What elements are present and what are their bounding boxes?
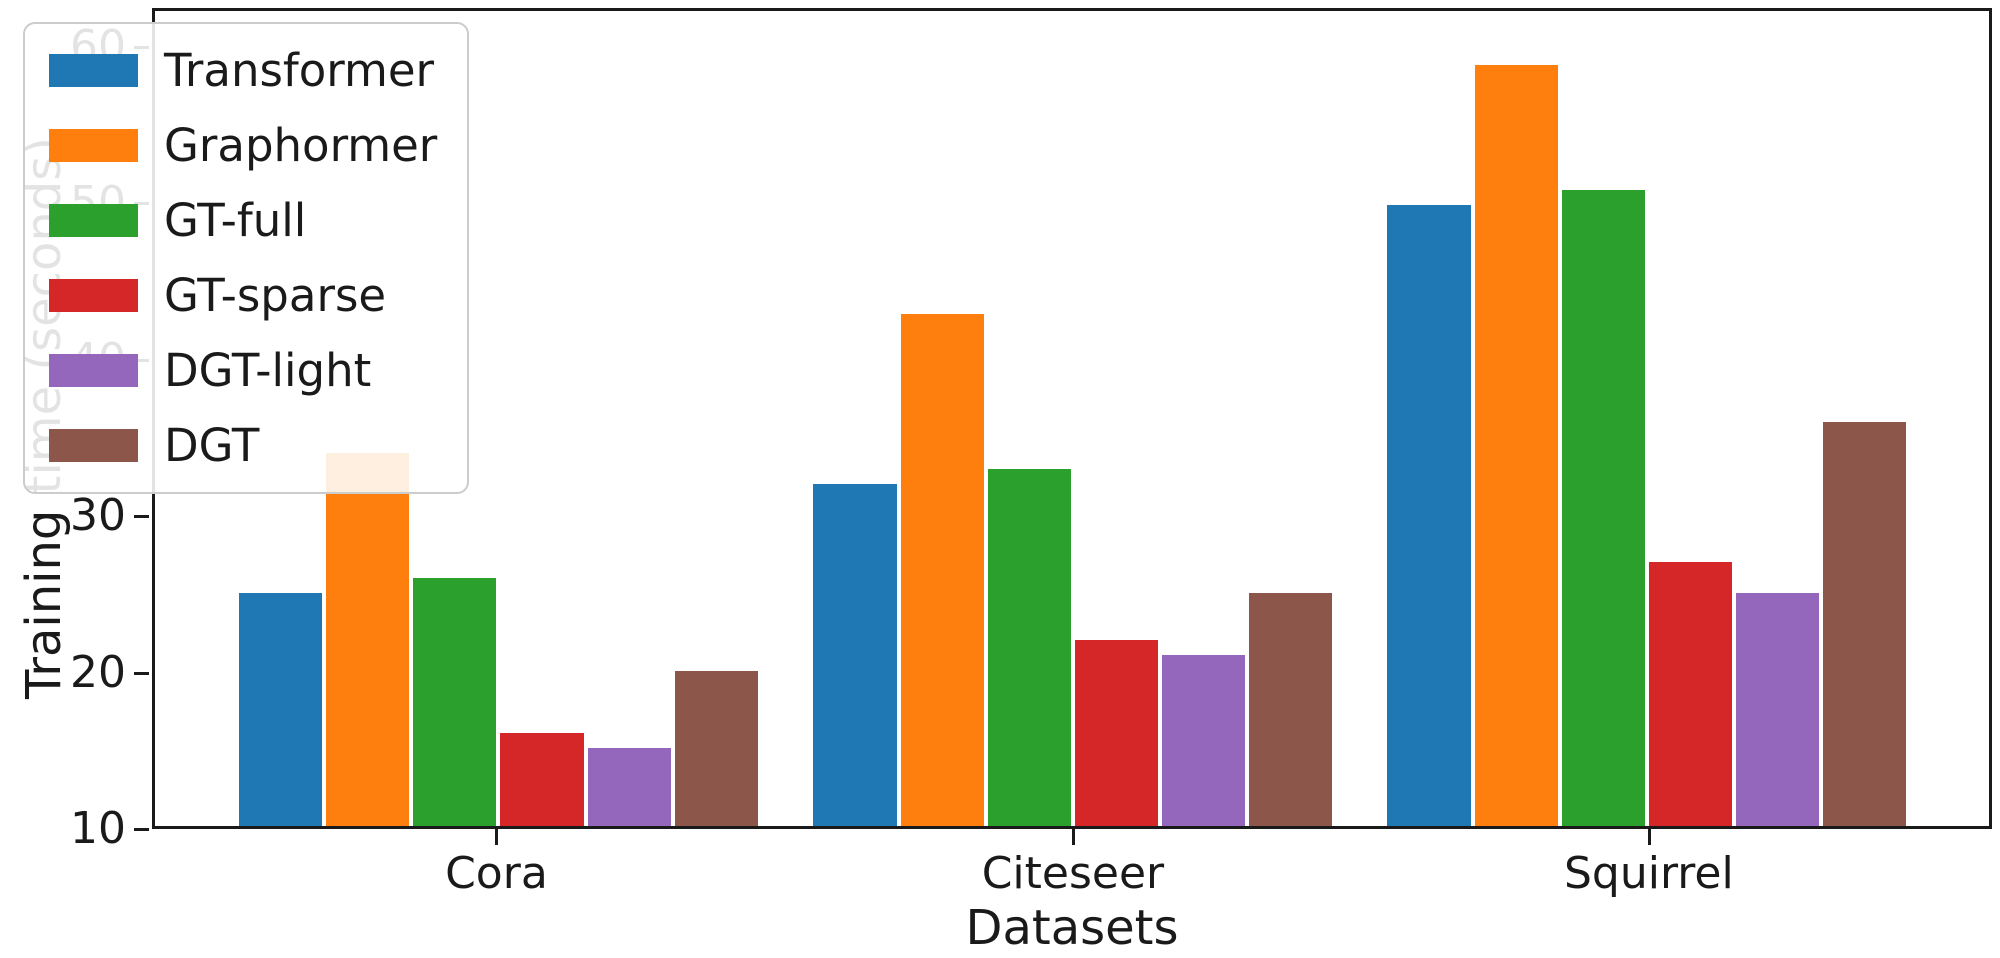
x-tick-mark	[495, 829, 499, 845]
y-tick-label: 20	[70, 646, 126, 698]
bar-graphormer-squirrel	[1474, 65, 1558, 826]
legend-label: Transformer	[164, 44, 435, 97]
bar-dgt-light-cora	[587, 748, 671, 826]
legend-item-graphormer: Graphormer	[49, 123, 437, 168]
bar-group-squirrel	[1387, 11, 1907, 826]
bar-graphormer-cora	[325, 453, 410, 826]
legend-swatch-dgt	[49, 429, 138, 462]
bar-group-citeseer	[813, 11, 1333, 826]
bar-dgt-citeseer	[1249, 593, 1333, 826]
legend-swatch-gt-full	[49, 204, 138, 237]
bar-gt-sparse-citeseer	[1074, 639, 1159, 826]
bar-transformer-squirrel	[1387, 205, 1471, 826]
bar-dgt-cora	[674, 670, 758, 826]
x-tick-label-squirrel: Squirrel	[1563, 848, 1734, 899]
y-tick-mark	[134, 828, 149, 831]
x-tick-label-cora: Cora	[445, 848, 548, 899]
y-tick-mark	[134, 671, 149, 675]
legend-item-dgt-light: DGT-light	[49, 348, 437, 393]
bar-gt-full-cora	[413, 577, 497, 826]
legend-swatch-transformer	[49, 54, 138, 87]
bar-gt-sparse-cora	[500, 732, 584, 826]
bar-graphormer-citeseer	[900, 313, 984, 826]
bar-dgt-squirrel	[1823, 422, 1907, 826]
legend-item-gt-sparse: GT-sparse	[49, 273, 437, 318]
y-tick-mark	[134, 515, 149, 519]
legend-swatch-gt-sparse	[49, 279, 138, 312]
bar-gt-full-squirrel	[1561, 189, 1645, 826]
legend-item-transformer: Transformer	[49, 48, 437, 93]
legend-swatch-graphormer	[49, 129, 138, 162]
bar-gt-sparse-squirrel	[1648, 562, 1733, 826]
legend-label: GT-sparse	[164, 269, 387, 322]
x-axis-label: Datasets	[965, 900, 1179, 956]
bar-dgt-light-citeseer	[1162, 655, 1246, 826]
bar-dgt-light-squirrel	[1736, 593, 1820, 826]
bar-transformer-citeseer	[813, 484, 897, 826]
bar-transformer-cora	[238, 593, 322, 826]
x-tick-mark	[1647, 829, 1651, 845]
legend-label: DGT	[164, 419, 260, 472]
legend-label: DGT-light	[164, 344, 372, 397]
legend-label: GT-full	[164, 194, 307, 247]
legend-swatch-dgt-light	[49, 354, 138, 387]
legend: Transformer Graphormer GT-full GT-sparse DGT…	[23, 22, 470, 494]
y-tick-label: 10	[70, 803, 126, 854]
y-tick-label: 30	[70, 490, 126, 542]
x-tick-label-citeseer: Citeseer	[981, 848, 1165, 899]
legend-item-gt-full: GT-full	[49, 198, 437, 243]
bar-group-cora	[238, 11, 758, 826]
bar-gt-full-citeseer	[987, 468, 1071, 826]
x-tick-mark	[1071, 829, 1075, 845]
legend-label: Graphormer	[164, 119, 438, 172]
legend-item-dgt: DGT	[49, 423, 437, 468]
